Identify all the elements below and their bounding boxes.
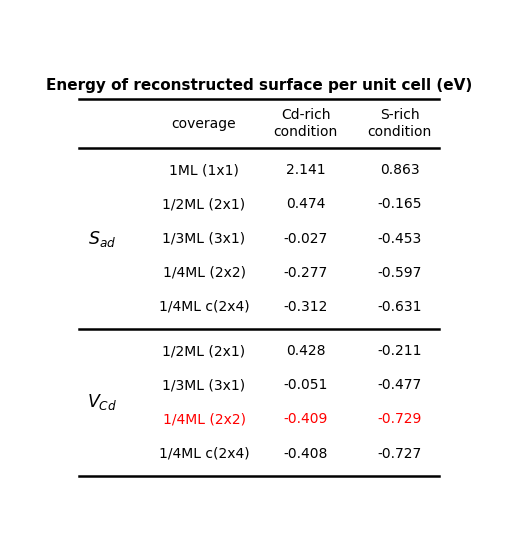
Text: -0.165: -0.165 xyxy=(377,197,422,212)
Text: 1/4ML c(2x4): 1/4ML c(2x4) xyxy=(159,446,249,460)
Text: 1/4ML c(2x4): 1/4ML c(2x4) xyxy=(159,300,249,314)
Text: Energy of reconstructed surface per unit cell (eV): Energy of reconstructed surface per unit… xyxy=(45,78,472,93)
Text: 1/2ML (2x1): 1/2ML (2x1) xyxy=(163,197,245,212)
Text: -0.477: -0.477 xyxy=(378,378,422,392)
Text: -0.408: -0.408 xyxy=(284,446,328,460)
Text: -0.027: -0.027 xyxy=(284,232,328,246)
Text: 2.141: 2.141 xyxy=(286,163,326,177)
Text: -0.453: -0.453 xyxy=(378,232,422,246)
Text: Cd-rich
condition: Cd-rich condition xyxy=(274,108,338,139)
Text: $\mathit{V}_{\mathit{Cd}}$: $\mathit{V}_{\mathit{Cd}}$ xyxy=(87,392,117,412)
Text: 0.863: 0.863 xyxy=(380,163,420,177)
Text: -0.277: -0.277 xyxy=(284,266,328,280)
Text: -0.211: -0.211 xyxy=(377,344,422,358)
Text: -0.631: -0.631 xyxy=(377,300,422,314)
Text: 1ML (1x1): 1ML (1x1) xyxy=(169,163,239,177)
Text: -0.051: -0.051 xyxy=(284,378,328,392)
Text: coverage: coverage xyxy=(172,117,236,131)
Text: 1/4ML (2x2): 1/4ML (2x2) xyxy=(163,412,245,426)
Text: 0.474: 0.474 xyxy=(286,197,325,212)
Text: -0.597: -0.597 xyxy=(378,266,422,280)
Text: 0.428: 0.428 xyxy=(286,344,326,358)
Text: -0.729: -0.729 xyxy=(378,412,422,426)
Text: 1/2ML (2x1): 1/2ML (2x1) xyxy=(163,344,245,358)
Text: 1/3ML (3x1): 1/3ML (3x1) xyxy=(163,232,245,246)
Text: 1/3ML (3x1): 1/3ML (3x1) xyxy=(163,378,245,392)
Text: -0.409: -0.409 xyxy=(284,412,328,426)
Text: -0.312: -0.312 xyxy=(284,300,328,314)
Text: -0.727: -0.727 xyxy=(378,446,422,460)
Text: $\mathit{S}_{\mathit{ad}}$: $\mathit{S}_{\mathit{ad}}$ xyxy=(88,229,116,249)
Text: 1/4ML (2x2): 1/4ML (2x2) xyxy=(163,266,245,280)
Text: S-rich
condition: S-rich condition xyxy=(368,108,432,139)
